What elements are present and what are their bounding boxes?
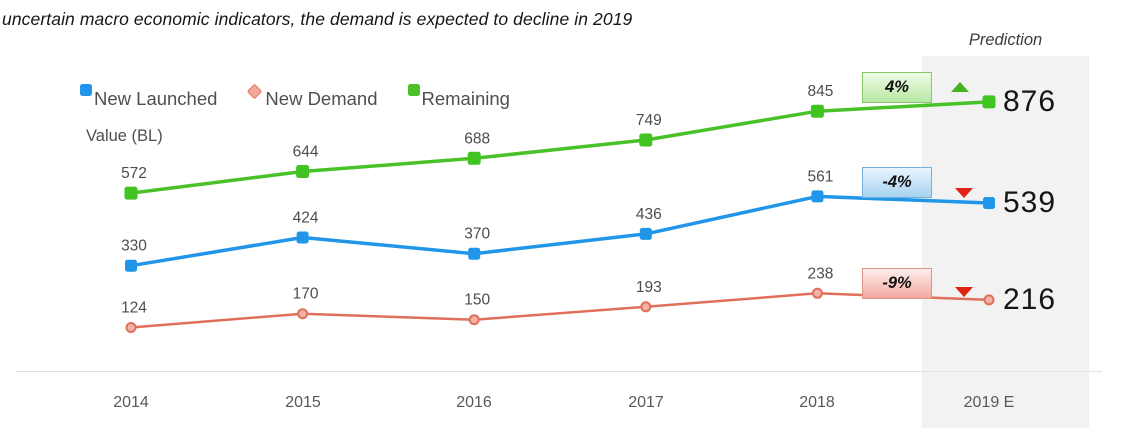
- data-point-label: 330: [121, 238, 147, 255]
- value-axis-label: Value (BL): [86, 127, 163, 145]
- change-badge-2: 4%: [862, 72, 932, 103]
- x-axis-line: [16, 371, 1102, 372]
- x-axis-label-2017: 2017: [628, 394, 664, 411]
- legend-label: Remaining: [421, 88, 510, 109]
- data-point-marker[interactable]: [639, 133, 653, 147]
- x-axis-label-2018: 2018: [799, 394, 835, 411]
- trend-up-icon: [951, 82, 969, 92]
- prediction-value-0: 539: [1003, 186, 1057, 219]
- data-point-marker[interactable]: [811, 287, 823, 299]
- data-point-label: 424: [293, 210, 319, 227]
- blue-square-marker-icon: [80, 84, 92, 96]
- prediction-value-2: 876: [1003, 85, 1057, 118]
- data-point-label: 124: [121, 300, 147, 317]
- x-axis-label-2015: 2015: [285, 394, 321, 411]
- data-point-label: 749: [636, 112, 662, 129]
- data-point-marker[interactable]: [640, 301, 652, 313]
- trend-down-icon: [955, 287, 973, 297]
- data-point-label: 150: [464, 292, 490, 309]
- x-axis-label-2014: 2014: [113, 394, 149, 411]
- data-point-label: 436: [636, 206, 662, 223]
- data-point-marker[interactable]: [468, 314, 480, 326]
- data-point-label: 238: [807, 265, 833, 282]
- data-point-marker[interactable]: [983, 197, 995, 209]
- data-point-marker[interactable]: [639, 227, 652, 240]
- trend-down-icon: [955, 188, 973, 198]
- change-badge-0: -4%: [862, 167, 932, 198]
- legend-item-new-demand[interactable]: New Demand: [247, 83, 378, 110]
- data-point-marker[interactable]: [297, 308, 309, 320]
- series-line-2: [129, 100, 991, 195]
- data-point-marker[interactable]: [468, 247, 481, 260]
- data-point-label: 845: [807, 83, 833, 100]
- prediction-band: [922, 56, 1089, 428]
- chart-caption: uncertain macro economic indicators, the…: [2, 9, 633, 29]
- data-point-label: 688: [464, 130, 490, 147]
- data-point-marker[interactable]: [125, 259, 137, 272]
- data-point-marker[interactable]: [125, 322, 137, 333]
- prediction-label: Prediction: [968, 31, 1043, 49]
- x-axis-label-2016: 2016: [456, 394, 492, 411]
- legend-item-remaining[interactable]: Remaining: [407, 84, 510, 110]
- data-point-label: 561: [807, 168, 833, 185]
- legend: New Launched New Demand Remaining: [80, 83, 510, 110]
- data-point-label: 193: [636, 279, 662, 296]
- data-point-label: 644: [293, 144, 319, 161]
- data-point-marker[interactable]: [983, 294, 995, 306]
- green-square-marker-icon: [407, 84, 420, 96]
- data-point-marker[interactable]: [810, 104, 824, 118]
- data-point-label: 572: [121, 165, 147, 182]
- data-point-marker[interactable]: [296, 231, 309, 244]
- change-badge-1: -9%: [862, 268, 932, 299]
- x-axis-label-2019-E: 2019 E: [963, 394, 1015, 411]
- series-line-1: [129, 292, 991, 329]
- legend-item-new-launched[interactable]: New Launched: [80, 84, 218, 110]
- series-line-0: [129, 194, 991, 268]
- legend-label: New Demand: [265, 88, 378, 109]
- legend-label: New Launched: [94, 88, 218, 109]
- data-point-label: 370: [464, 226, 490, 243]
- data-point-marker[interactable]: [467, 151, 481, 165]
- data-point-marker[interactable]: [811, 190, 824, 203]
- data-point-marker[interactable]: [296, 165, 310, 178]
- data-point-marker[interactable]: [124, 186, 138, 200]
- data-point-marker[interactable]: [982, 95, 996, 109]
- data-point-label: 170: [293, 286, 319, 303]
- prediction-value-1: 216: [1003, 283, 1057, 316]
